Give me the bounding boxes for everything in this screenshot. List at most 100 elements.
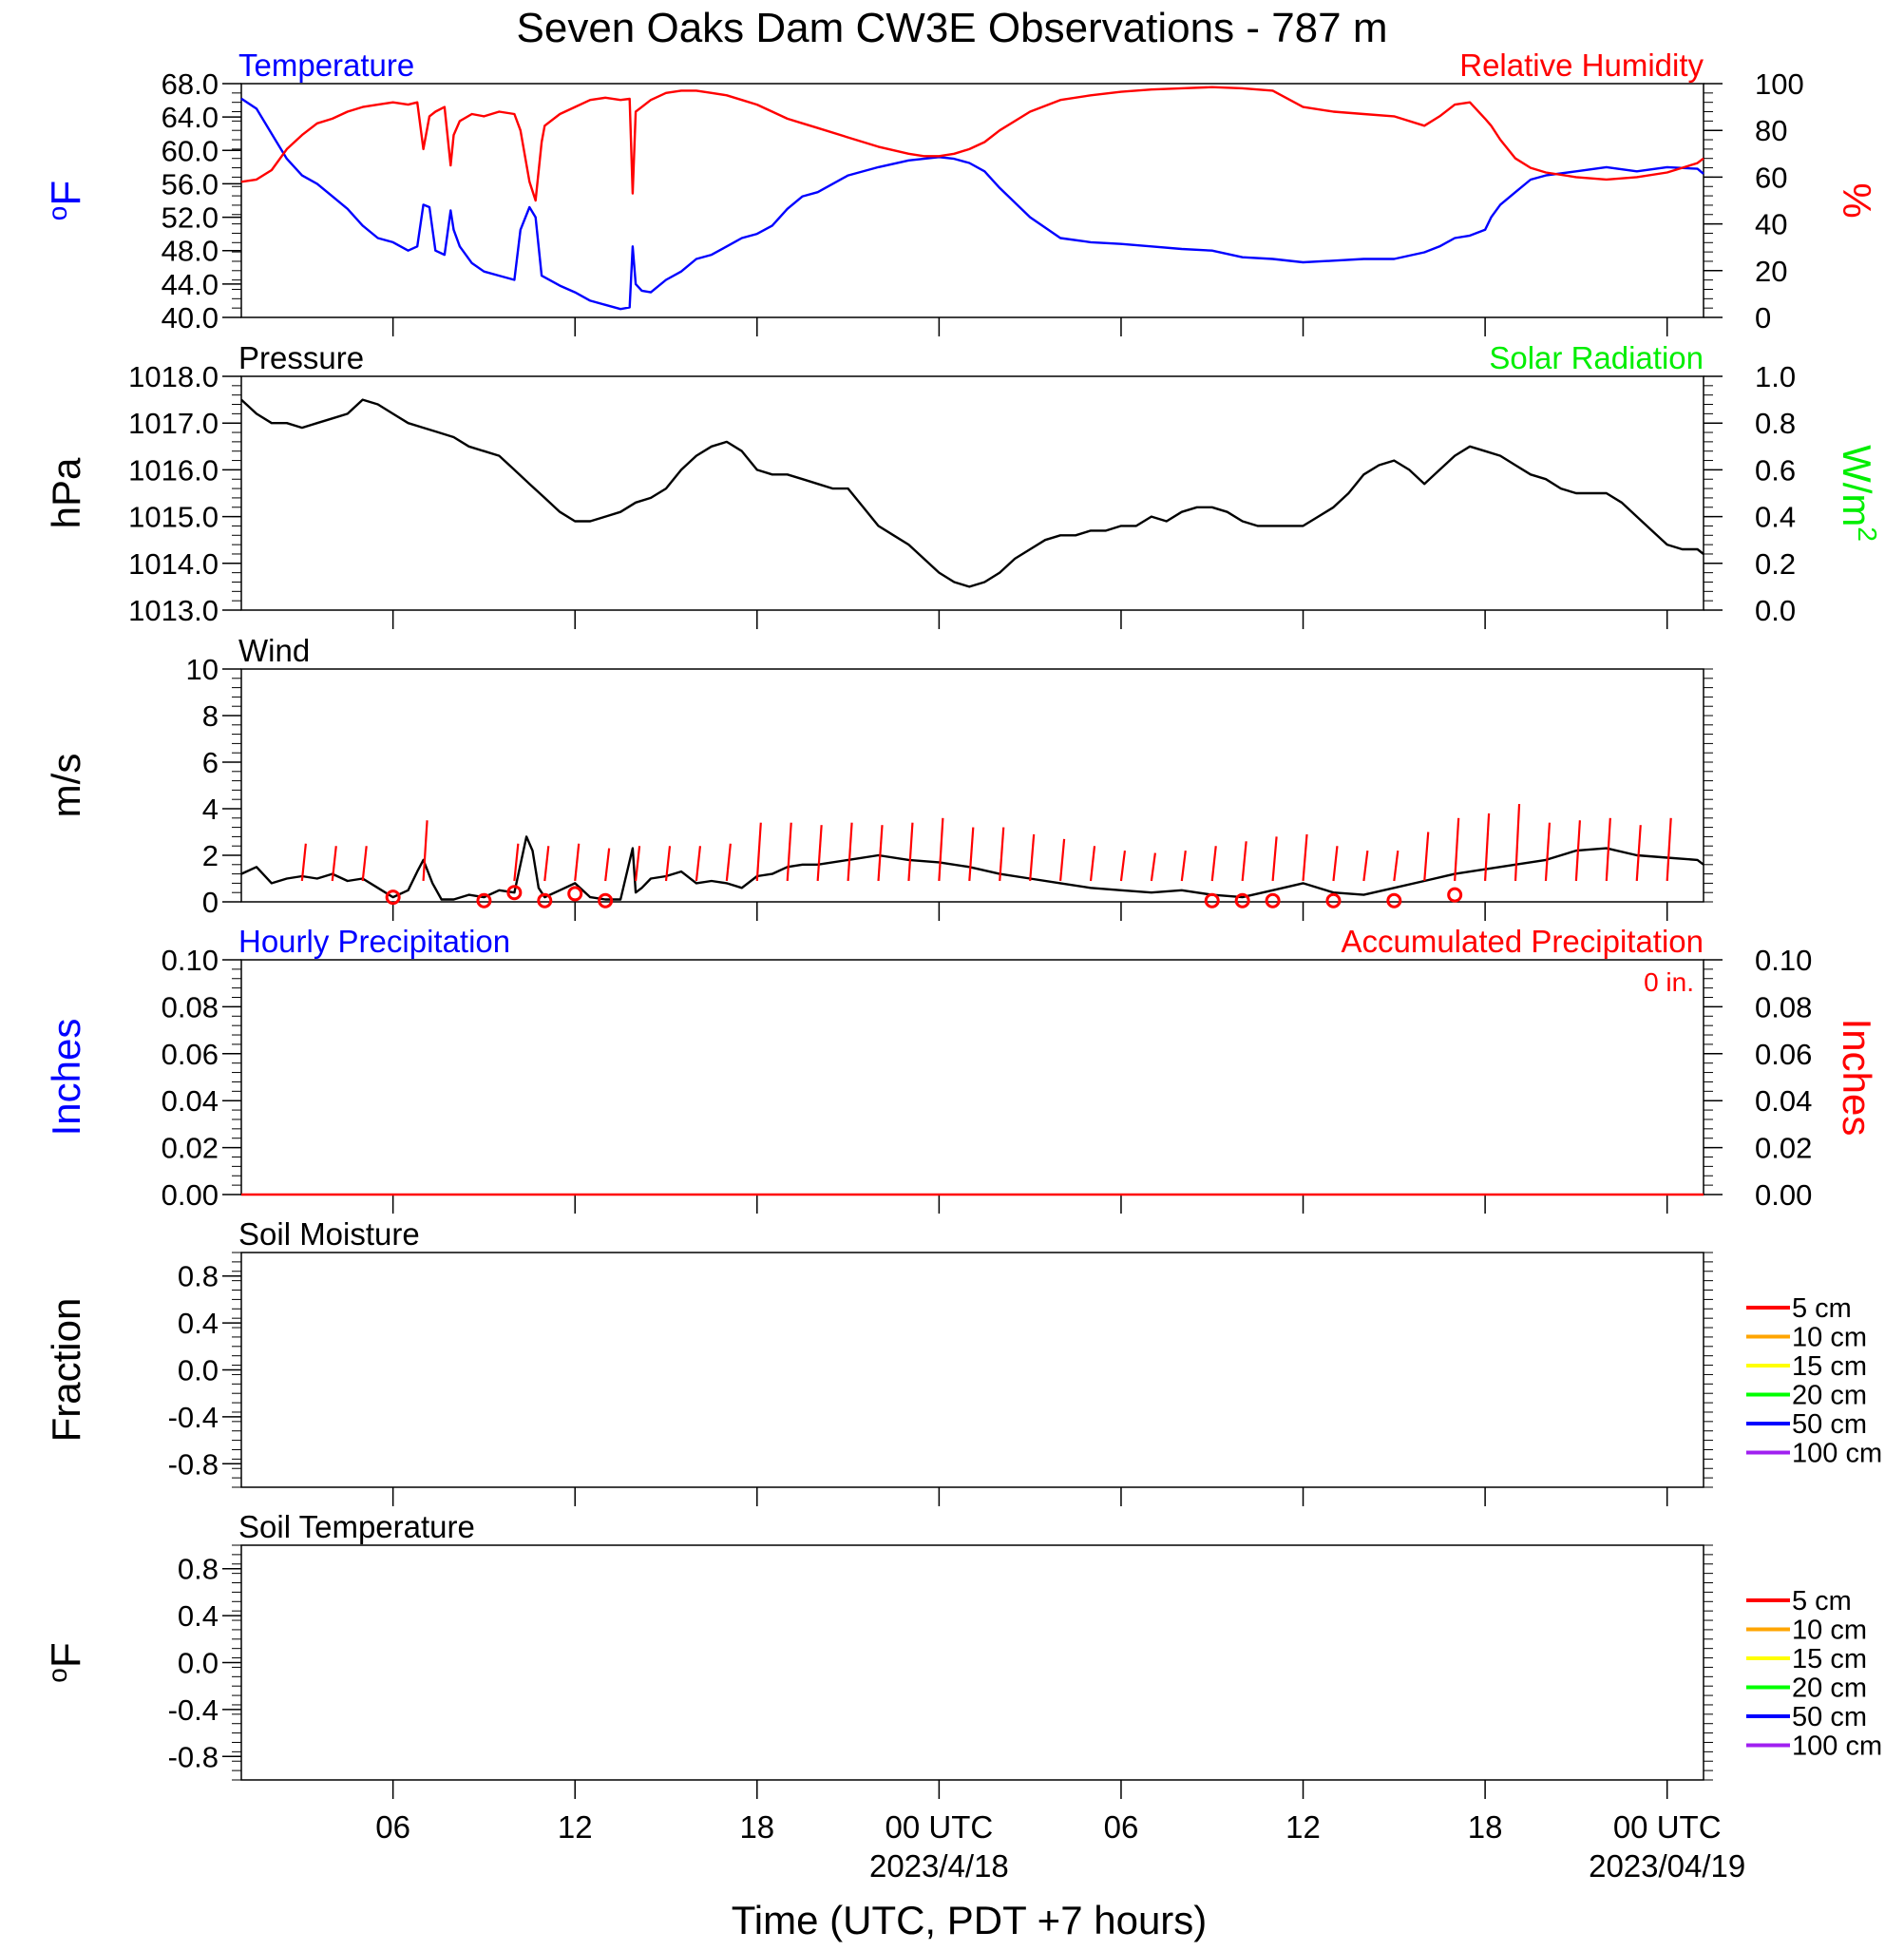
calm-wind-marker xyxy=(537,892,553,909)
y-tick-label: 0.0 xyxy=(178,1647,219,1680)
y-tick-label: 44.0 xyxy=(162,268,219,301)
plot-frame xyxy=(240,1544,1704,1781)
wind-barb xyxy=(1605,817,1611,882)
calm-wind-marker xyxy=(567,886,583,902)
wind-barb xyxy=(1574,820,1581,882)
y-tick-label: 4 xyxy=(202,793,219,826)
y-axis-label-right: W/m2 xyxy=(1835,445,1882,542)
wind-barb xyxy=(816,825,823,882)
panel-title-right: Accumulated Precipitation xyxy=(1341,924,1704,959)
legend-label: 10 cm xyxy=(1792,1616,1867,1646)
legend-label: 100 cm xyxy=(1792,1731,1882,1762)
panel-soil_moisture: -0.8 -0.4 0.0 0.4 0.8 Soil Moisture Fraction xyxy=(44,1216,1713,1506)
y-axis-label-right: Inches xyxy=(1835,1019,1879,1137)
y-tick-label: 0.02 xyxy=(162,1132,219,1165)
plot-frame xyxy=(240,375,1704,611)
y-tick-label: 0.8 xyxy=(178,1553,219,1586)
wind-barb xyxy=(574,843,581,882)
plot-frame xyxy=(240,668,1704,903)
calm-wind-marker xyxy=(506,885,523,901)
legend-label: 20 cm xyxy=(1792,1381,1867,1411)
panel-title-left: Pressure xyxy=(238,340,364,375)
y-axis-label-left: hPa xyxy=(44,457,88,528)
legend-label: 10 cm xyxy=(1792,1323,1867,1353)
wind-barb xyxy=(999,827,1005,882)
plot-frame xyxy=(240,1252,1704,1488)
y-tick-label-right: 0.02 xyxy=(1755,1132,1812,1165)
calm-wind-marker xyxy=(1265,892,1281,909)
y-tick-label-right: 0.06 xyxy=(1755,1038,1812,1071)
legend-label: 50 cm xyxy=(1792,1702,1867,1732)
y-tick-label-right: 60 xyxy=(1755,161,1787,194)
y-tick-label-right: 0.6 xyxy=(1755,453,1796,487)
wind-barb xyxy=(300,843,307,882)
y-tick-label: 52.0 xyxy=(162,201,219,235)
panel-precipitation: 0.00 0.02 0.04 0.06 0.08 0.10 0.00 0.02 0.04 0.06… xyxy=(44,924,1879,1214)
calm-wind-marker xyxy=(476,892,492,909)
y-tick-label-right: 0.8 xyxy=(1755,407,1796,440)
y-tick-label: -0.8 xyxy=(168,1740,219,1773)
panel-title-left: Wind xyxy=(238,633,310,668)
wind-barb xyxy=(725,843,732,882)
x-tick-date: 2023/4/18 xyxy=(869,1848,1009,1884)
y-tick-label: 1013.0 xyxy=(128,594,219,627)
legend-label: 5 cm xyxy=(1792,1293,1852,1324)
wind-barb xyxy=(1150,852,1156,882)
y-tick-label-right: 0.10 xyxy=(1755,944,1812,977)
wind-barb xyxy=(422,820,428,882)
wind-barb xyxy=(1241,841,1247,882)
y-tick-label: 56.0 xyxy=(162,167,219,201)
panel-title-right: Solar Radiation xyxy=(1489,340,1704,375)
y-tick-label: 10 xyxy=(186,653,219,686)
wind-barb xyxy=(1393,850,1399,882)
y-tick-label: 0.04 xyxy=(162,1084,219,1118)
legend-label: 5 cm xyxy=(1792,1586,1852,1616)
y-tick-label-right: 0.4 xyxy=(1755,501,1796,534)
y-tick-label-right: 20 xyxy=(1755,255,1787,288)
wind-barb xyxy=(968,827,975,882)
y-tick-label-right: 0.00 xyxy=(1755,1178,1812,1212)
wind-barb xyxy=(907,822,914,882)
wind-barb xyxy=(1271,836,1278,882)
x-tick-label: 06 xyxy=(1104,1809,1139,1845)
x-tick-label: 12 xyxy=(558,1809,593,1845)
y-axis-label-left: Inches xyxy=(44,1019,88,1137)
wind-barb xyxy=(1362,850,1369,882)
wind-barb xyxy=(1029,833,1036,882)
panel-title-left: Soil Moisture xyxy=(238,1216,420,1252)
y-tick-label: 60.0 xyxy=(162,134,219,167)
calm-wind-marker xyxy=(385,889,401,906)
y-tick-label: 1018.0 xyxy=(128,360,219,393)
panel-title-left: Temperature xyxy=(238,48,414,83)
panel-group: 40.044.048.052.056.060.064.068.002040608… xyxy=(43,48,1882,1799)
calm-wind-marker xyxy=(1325,892,1342,909)
figure-title: Seven Oaks Dam CW3E Observations - 787 m xyxy=(517,5,1388,51)
wind-barb xyxy=(634,846,641,882)
calm-wind-marker xyxy=(1447,887,1463,903)
wind-barb xyxy=(543,846,550,882)
wind-barb xyxy=(1514,804,1521,882)
x-tick-label: 18 xyxy=(739,1809,774,1845)
wind-barb xyxy=(786,822,792,882)
y-tick-label-right: 0.2 xyxy=(1755,547,1796,581)
y-tick-label-right: 0.08 xyxy=(1755,990,1812,1023)
legend-label: 15 cm xyxy=(1792,1351,1867,1382)
wind-barb xyxy=(331,846,337,882)
wind-barb xyxy=(847,822,853,882)
x-tick-date: 2023/04/19 xyxy=(1589,1848,1745,1884)
y-tick-label: 0.00 xyxy=(162,1178,219,1212)
y-tick-label: 2 xyxy=(202,839,219,872)
x-tick-label: 00 UTC xyxy=(885,1809,994,1845)
wind-barb xyxy=(1454,817,1460,882)
wind-barb xyxy=(1666,817,1672,882)
y-axis-label-left: Fraction xyxy=(44,1298,88,1443)
legend-label: 100 cm xyxy=(1792,1439,1882,1469)
wind-barb xyxy=(604,848,611,882)
wind-barb xyxy=(877,825,884,882)
wind-barb xyxy=(1058,838,1066,882)
accumulated-total: 0 in. xyxy=(1644,967,1694,997)
plot-frame xyxy=(240,959,1704,1195)
